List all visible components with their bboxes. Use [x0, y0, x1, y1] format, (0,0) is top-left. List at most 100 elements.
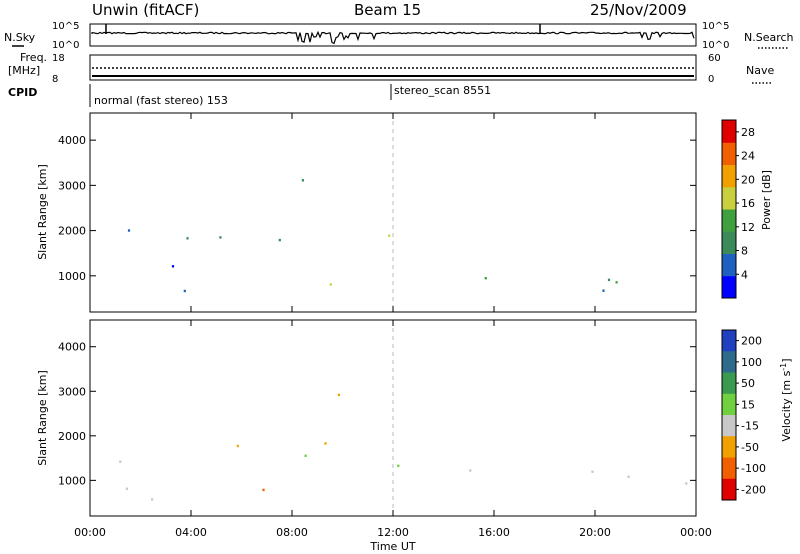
freq-nave-panel: 18 8 60 0 Freq. [MHz] Nave: [8, 51, 774, 85]
data-cell: [388, 234, 391, 237]
power-colorbar: 4 8 12 16 20 24 28: [721, 119, 755, 299]
station-title: Unwin (fitACF): [92, 1, 199, 19]
power-plot-area: [89, 113, 697, 312]
data-cell: [615, 281, 618, 284]
time-x-axis: 00:00 04:00 08:00 12:00 16:00 20:00 00:00: [74, 320, 712, 539]
y-tick-label: 3000: [58, 179, 86, 192]
colorbar-tick-label: -200: [741, 483, 766, 496]
colorbar-swatch: [722, 209, 736, 232]
data-cell: [304, 454, 307, 457]
data-cell: [236, 444, 239, 448]
nsky-label: N.Sky: [4, 31, 36, 44]
noise-right-tick-high: 10^5: [702, 21, 729, 32]
data-cell: [469, 469, 472, 472]
colorbar-swatch: [722, 186, 736, 210]
data-cell: [127, 229, 131, 232]
data-cell: [219, 236, 222, 239]
colorbar-swatch: [722, 478, 736, 501]
nave-tick-low: 0: [708, 74, 714, 85]
colorbar-tick-label: -15: [741, 420, 759, 433]
cpid-label: CPID: [8, 86, 37, 99]
velocity-colorbar: 200 100 50 15 -15 -50 -100 -200: [721, 329, 766, 501]
data-cell: [329, 283, 332, 286]
colorbar-swatch: [722, 253, 736, 277]
data-cell: [301, 179, 304, 182]
noise-sky-line: [91, 30, 695, 45]
velocity-plot-area: [119, 320, 688, 516]
colorbar-tick-label: 16: [741, 197, 755, 210]
data-cell: [262, 488, 265, 492]
y-tick-label: 4000: [58, 341, 86, 354]
data-cell: [484, 277, 487, 280]
y-tick-label: 1000: [58, 474, 86, 487]
colorbar-swatch: [722, 120, 736, 143]
freq-unit: [MHz]: [8, 64, 40, 77]
colorbar-swatch: [722, 457, 736, 480]
data-cell: [607, 278, 611, 282]
data-cell: [183, 289, 186, 293]
colorbar-tick-label: 50: [741, 377, 755, 390]
colorbar-tick-label: -100: [741, 462, 766, 475]
y-tick-label: 1000: [58, 270, 86, 283]
y-tick-label: 2000: [58, 430, 86, 443]
colorbar-tick-label: 24: [741, 150, 755, 163]
noise-right-tick-low: 10^0: [702, 40, 729, 51]
x-tick-label: 20:00: [579, 526, 611, 539]
colorbar-tick-label: 12: [741, 221, 755, 234]
data-cell: [119, 460, 122, 463]
x-tick-label: 08:00: [276, 526, 308, 539]
noise-left-tick-low: 10^0: [52, 40, 79, 51]
power-colorbar-label: Power [dB]: [760, 170, 773, 230]
colorbar-tick-label: -50: [741, 441, 759, 454]
colorbar-swatch: [722, 231, 736, 254]
colorbar-swatch: [722, 393, 736, 416]
date-title: 25/Nov/2009: [590, 1, 687, 19]
colorbar-swatch: [722, 164, 736, 188]
data-cell: [627, 475, 630, 478]
colorbar-swatch: [722, 372, 736, 395]
nave-label: Nave: [746, 64, 774, 77]
x-tick-label: 12:00: [377, 526, 409, 539]
velocity-colorbar-label: Velocity [m s-1]: [779, 358, 793, 441]
noise-trace: [91, 24, 695, 45]
data-cell: [591, 470, 594, 473]
y-tick-label: 2000: [58, 225, 86, 238]
cpid-entry-normal: normal (fast stereo) 153: [94, 94, 228, 107]
data-cell: [324, 442, 327, 445]
colorbar-frame: [721, 119, 737, 299]
colorbar-swatch: [722, 436, 736, 458]
time-xlabel: Time UT: [369, 540, 415, 553]
colorbar-tick-label: 20: [741, 173, 755, 186]
power-panel: 1000 2000 3000 4000 Slant Range [km] 4 8 12 16…: [36, 112, 773, 313]
velocity-ylabel: Slant Range [km]: [36, 370, 49, 466]
colorbar-tick-label: 200: [741, 335, 762, 348]
noise-panel: 10^5 10^0 10^5 10^0 N.Sky N.Search: [4, 21, 794, 51]
beam-title: Beam 15: [354, 1, 421, 19]
colorbar-tick-label: 28: [741, 126, 755, 139]
data-cell: [151, 498, 154, 501]
cpid-entry-stereo: stereo_scan 8551: [394, 84, 491, 97]
colorbar-swatch: [722, 351, 736, 373]
x-tick-label: 04:00: [175, 526, 207, 539]
colorbar-tick-label: 4: [741, 268, 748, 281]
freq-tick-low: 8: [52, 74, 58, 85]
freq-tick-high: 18: [52, 53, 65, 64]
data-cell: [125, 487, 128, 490]
colorbar-tick-label: 15: [741, 398, 755, 411]
nave-tick-high: 60: [708, 53, 721, 64]
data-cell: [602, 289, 605, 292]
data-cell: [278, 238, 281, 242]
x-tick-label: 00:00: [680, 526, 712, 539]
colorbar-swatch: [722, 275, 736, 299]
colorbar-tick-label: 100: [741, 356, 762, 369]
colorbar-swatch: [722, 330, 736, 352]
data-cell: [397, 464, 400, 467]
colorbar-tick-label: 8: [741, 245, 748, 258]
x-tick-label: 16:00: [478, 526, 510, 539]
velocity-y-axis: 1000 2000 3000 4000: [58, 341, 696, 487]
data-cell: [171, 265, 175, 268]
cpid-panel: CPID normal (fast stereo) 153 stereo_sca…: [8, 84, 491, 107]
colorbar-swatch: [722, 142, 736, 165]
